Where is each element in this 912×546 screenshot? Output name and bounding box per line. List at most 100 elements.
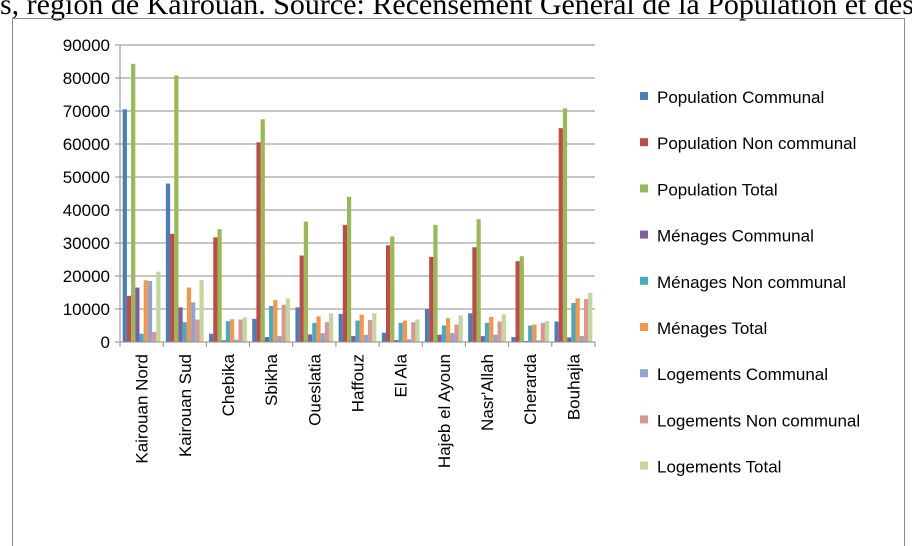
bar [433,224,438,342]
bar [562,108,568,342]
bar [217,229,222,342]
legend-label: Ménages Total [657,319,767,338]
bar [242,317,247,342]
bar [143,280,148,342]
bar [528,325,533,342]
y-tick-label: 60000 [63,135,110,154]
bar [372,313,377,342]
bar [402,320,407,342]
bar [273,300,278,342]
bar [139,333,144,342]
bar [269,306,274,342]
bar [381,332,386,342]
bar [411,322,416,342]
bar [368,319,373,342]
legend-swatch [640,138,648,147]
bar [316,316,321,342]
legend-swatch [640,230,648,239]
bar [579,336,584,342]
bar [126,295,132,342]
legend-label: Population Non communal [657,134,856,153]
bar [415,319,420,342]
bar [544,321,550,342]
legend-swatch [640,369,648,378]
legend-swatch [640,415,648,424]
y-tick-label: 40000 [63,201,110,220]
bar [329,313,334,342]
bar [532,324,537,342]
bar [170,233,175,342]
bar [588,292,593,342]
bar [511,337,516,342]
bar [299,255,304,342]
bar [519,256,524,342]
y-tick-label: 70000 [63,102,110,121]
bar [359,314,364,342]
legend-label: Logements Total [657,458,781,477]
y-tick-label: 0 [101,333,110,352]
bar [252,318,257,342]
bar [351,336,356,342]
bar [454,324,459,342]
category-label: Chebika [219,353,238,416]
bar [156,271,161,342]
bar [493,334,498,342]
bar [277,336,282,342]
category-label: Cherarda [521,353,540,424]
bar [165,183,171,342]
bar [182,322,187,342]
bar [281,304,286,342]
chart-frame [12,18,905,546]
legend-swatch [640,323,648,331]
category-label: Hajeb el Ayoun [435,354,454,468]
bar [394,340,399,342]
bar [312,322,317,342]
bar [285,298,291,342]
category-label: Bouhajla [564,353,583,420]
legend-swatch [640,92,648,100]
y-tick-label: 10000 [63,300,110,319]
bar [406,339,412,342]
bar [476,219,481,342]
bar [480,336,485,342]
bar [567,337,572,342]
bar [147,280,153,342]
y-axis-ticks: 0 10000 20000 30000 40000 50000 60000 70000 8000… [63,36,120,352]
bar [324,322,330,342]
bar [501,314,506,342]
bar [213,237,218,342]
bar [472,247,477,342]
bar [225,321,231,342]
bar [347,196,352,342]
bars [122,63,593,343]
bar [363,334,368,342]
bar [191,302,196,342]
bar [458,315,463,342]
bar [174,75,179,343]
bar [468,313,473,342]
bar [484,322,490,342]
bar [199,279,204,342]
legend-label: Logements Non communal [657,411,860,430]
bar [122,109,127,342]
bar [230,319,235,342]
bar [497,321,502,342]
bar [385,245,391,342]
bar [342,224,347,342]
bar [575,298,580,342]
bar [209,333,214,342]
bar [260,119,265,342]
bar [256,142,261,342]
legend-label: Logements Communal [657,365,828,384]
bar [195,319,200,342]
bar [437,334,442,342]
legend-swatch [640,276,648,285]
y-tick-label: 30000 [63,234,110,253]
bar [320,333,325,342]
bar [308,334,313,342]
bar [450,333,455,342]
bar [152,332,157,342]
category-label: Kairouan Sud [176,354,195,457]
category-label: El Ala [392,353,411,397]
